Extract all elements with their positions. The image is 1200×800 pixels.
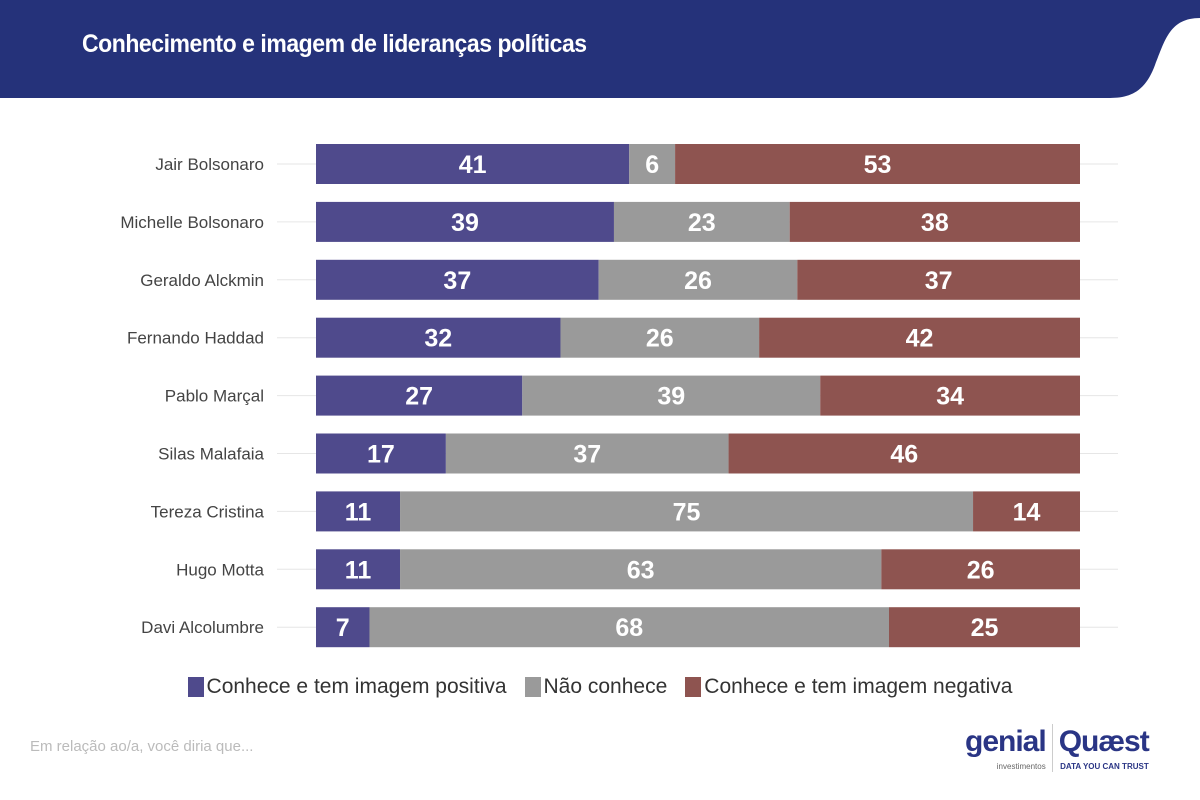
legend-item: Conhece e tem imagem negativa bbox=[685, 675, 1012, 699]
bar-segment bbox=[316, 201, 614, 242]
data-label: 25 bbox=[971, 614, 999, 642]
bar-segment bbox=[445, 433, 729, 474]
legend-label: Conhece e tem imagem positiva bbox=[206, 675, 507, 698]
category-label: Fernando Haddad bbox=[127, 329, 264, 348]
data-label: 7 bbox=[336, 614, 350, 642]
header-banner bbox=[0, 0, 1200, 98]
genial-logo-sub: investimentos bbox=[996, 762, 1046, 771]
data-label: 14 bbox=[1013, 498, 1041, 526]
logo-separator bbox=[1051, 724, 1053, 772]
data-label: 38 bbox=[921, 209, 949, 237]
data-label: 75 bbox=[673, 498, 701, 526]
data-label: 53 bbox=[864, 151, 892, 179]
data-label: 26 bbox=[967, 556, 995, 584]
category-label: Pablo Marçal bbox=[165, 387, 264, 406]
legend-label: Conhece e tem imagem negativa bbox=[704, 675, 1013, 698]
category-label: Davi Alcolumbre bbox=[141, 618, 264, 637]
bar-segment bbox=[522, 375, 821, 416]
legend-swatch bbox=[187, 677, 204, 697]
quaest-logo-sub: DATA YOU CAN TRUST bbox=[1060, 762, 1149, 771]
bar-segment bbox=[728, 433, 1080, 474]
quaest-logo: Quæst DATA YOU CAN TRUST bbox=[1058, 724, 1150, 772]
bar-segment bbox=[316, 433, 446, 474]
data-label: 37 bbox=[443, 267, 471, 295]
legend-label: Não conhece bbox=[543, 675, 668, 698]
bar-segment bbox=[973, 491, 1080, 532]
data-label: 39 bbox=[657, 383, 685, 411]
quaest-logo-text: Quæst bbox=[1058, 725, 1150, 758]
data-label: 46 bbox=[890, 441, 918, 469]
category-label: Michelle Bolsonaro bbox=[120, 213, 264, 232]
genial-logo-text: genial bbox=[965, 725, 1047, 758]
bar-segment bbox=[613, 201, 790, 242]
data-label: 68 bbox=[615, 614, 643, 642]
bar-segment bbox=[675, 144, 1080, 184]
bar-segment bbox=[881, 549, 1080, 590]
bar-segment bbox=[820, 375, 1080, 416]
page-title: Conhecimento e imagem de lideranças polí… bbox=[82, 30, 587, 58]
bar-segment bbox=[797, 259, 1080, 300]
data-label: 26 bbox=[646, 325, 674, 353]
bar-segment bbox=[629, 144, 676, 184]
data-label: 23 bbox=[688, 209, 716, 237]
bar-segment bbox=[560, 317, 760, 358]
bar-segment bbox=[316, 491, 401, 532]
bar-segment bbox=[369, 607, 890, 648]
category-label: Tereza Cristina bbox=[151, 502, 265, 521]
data-label: 37 bbox=[925, 267, 953, 295]
legend-item: Conhece e tem imagem positiva bbox=[187, 675, 507, 699]
bar-segment bbox=[759, 317, 1080, 358]
stacked-bar-chart: Jair Bolsonaro 41 6 53 Michelle Bolsonaro 39 2… bbox=[120, 144, 1118, 648]
data-label: 39 bbox=[451, 209, 479, 237]
bar-segment bbox=[316, 259, 599, 300]
bar-segment bbox=[316, 607, 370, 648]
bar-segment bbox=[400, 491, 974, 532]
legend: Conhece e tem imagem positiva Não conhece… bbox=[0, 675, 1200, 699]
data-label: 6 bbox=[645, 151, 659, 179]
bar-segment bbox=[889, 607, 1080, 648]
logos: genial investimentos Quæst DATA YOU CAN TR… bbox=[965, 724, 1150, 772]
legend-swatch bbox=[685, 677, 702, 697]
data-label: 41 bbox=[459, 151, 487, 179]
data-label: 37 bbox=[573, 441, 601, 469]
data-label: 17 bbox=[367, 441, 395, 469]
bar-segment bbox=[400, 549, 882, 590]
data-label: 11 bbox=[345, 498, 372, 526]
bar-segment bbox=[316, 375, 523, 416]
legend-item: Não conhece bbox=[524, 675, 668, 699]
category-label: Jair Bolsonaro bbox=[155, 155, 264, 174]
bar-segment bbox=[316, 317, 561, 358]
data-label: 42 bbox=[906, 325, 934, 353]
legend-swatch bbox=[524, 677, 541, 697]
genial-logo: genial investimentos bbox=[965, 724, 1047, 772]
data-label: 11 bbox=[345, 556, 372, 584]
data-label: 26 bbox=[684, 267, 712, 295]
data-label: 27 bbox=[405, 383, 433, 411]
data-label: 63 bbox=[627, 556, 655, 584]
category-label: Silas Malafaia bbox=[158, 445, 264, 464]
bar-segment bbox=[598, 259, 798, 300]
question-note: Em relação ao/a, você diria que... bbox=[30, 738, 254, 755]
bar-segment bbox=[316, 144, 630, 184]
category-label: Hugo Motta bbox=[176, 560, 264, 579]
data-label: 34 bbox=[936, 383, 964, 411]
bar-segment bbox=[316, 549, 401, 590]
bar-segment bbox=[789, 201, 1080, 242]
category-label: Geraldo Alckmin bbox=[140, 271, 264, 290]
data-label: 32 bbox=[424, 325, 452, 353]
